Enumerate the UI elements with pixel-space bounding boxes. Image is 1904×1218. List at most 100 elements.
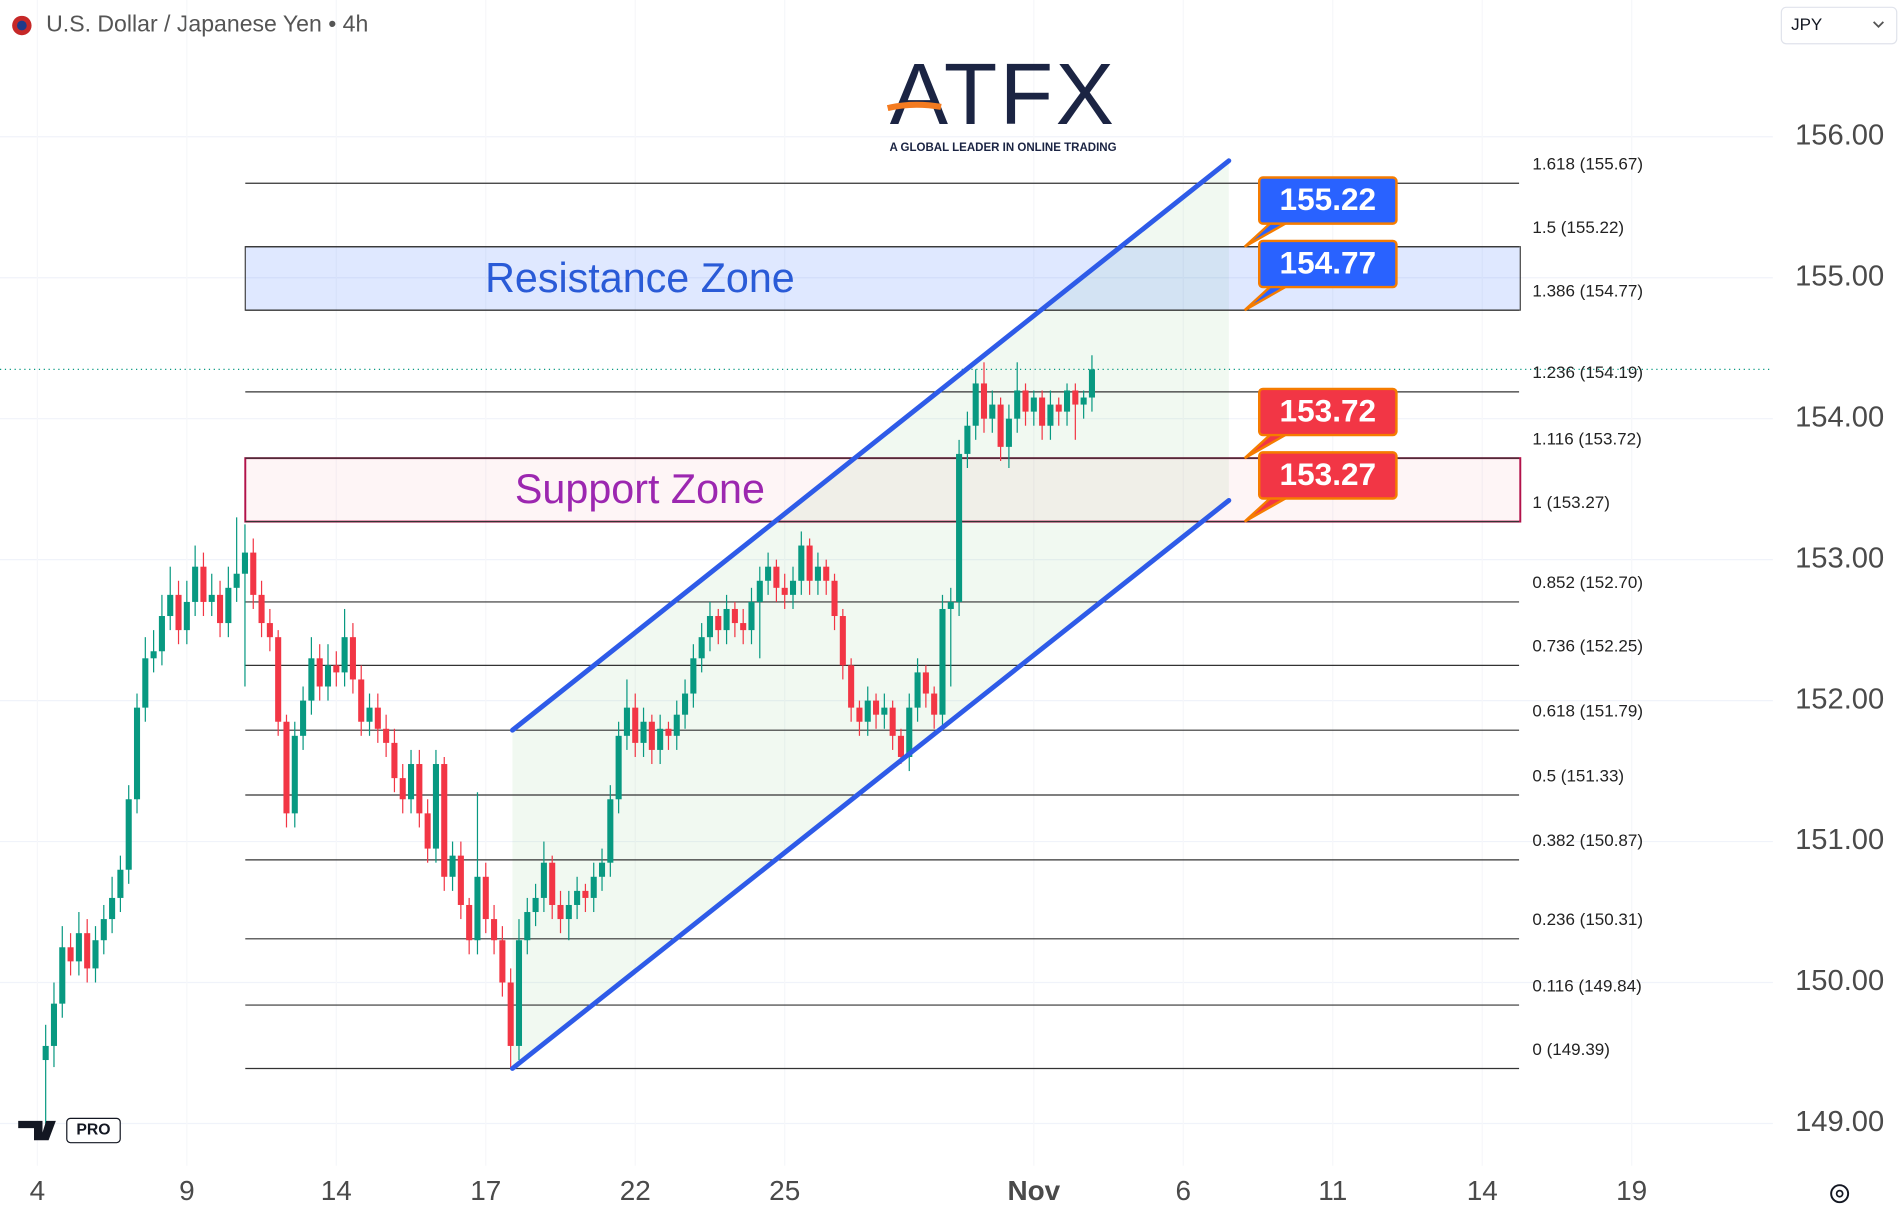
candle-body [75,933,82,962]
candle-body [1088,369,1095,398]
candle-body [133,707,141,800]
fib-label: 0.382 (150.87) [1532,831,1643,850]
candle-body [50,1003,58,1046]
candle-body [474,876,481,941]
candle-body [416,764,423,814]
candle-body [200,566,207,602]
candle-body [972,383,979,426]
fib-label: 1.618 (155.67) [1532,155,1643,174]
candle-body [399,778,406,800]
candle-body [383,728,390,743]
candle-body [283,721,290,814]
candle-body [989,404,996,419]
x-tick-label: 22 [620,1175,651,1206]
candle-body [532,897,539,913]
candle-body [1005,418,1012,447]
candle-body [823,566,830,581]
candle-body [765,566,772,581]
fib-label: 0 (149.39) [1532,1040,1609,1059]
candle-body [848,665,855,708]
y-tick-label: 156.00 [1795,119,1884,151]
candle-body [67,947,74,962]
candle-body [374,707,381,729]
x-tick-label: 9 [179,1175,195,1206]
candle-body [1072,390,1079,405]
candle-body [507,982,514,1046]
candle-body [798,545,805,581]
candle-body [408,764,415,800]
candle-body [158,616,165,652]
callout-box [1258,239,1398,289]
candle-body [250,552,257,595]
candle-body [449,855,456,877]
channel-fill [512,160,1229,1069]
candle-body [864,700,871,722]
candle-body [84,933,91,969]
candle-body [1030,397,1037,412]
candle-body [632,707,639,743]
logo-name: ATFX [890,45,1117,143]
gear-outer[interactable] [1830,1184,1850,1204]
candle-body [598,862,606,877]
gear-inner[interactable] [1835,1189,1844,1198]
candle-body [300,700,307,736]
candle-body [524,912,531,941]
candle-body [682,693,689,715]
candle-body [740,623,747,631]
candle-body [59,947,66,1004]
candle-body [873,700,880,715]
candle-body [831,580,838,617]
fib-label: 0.736 (152.25) [1532,637,1643,656]
candle-body [931,693,938,715]
atfx-logo: ATFX A GLOBAL LEADER IN ONLINE TRADING [886,45,1117,154]
candle-body [773,566,780,588]
candle-body [914,672,921,708]
candle-body [856,707,863,722]
candle-body [607,799,614,863]
currency-label: JPY [1791,15,1822,34]
candle-body [333,665,340,673]
candle-body [1080,397,1087,405]
candle-body [889,707,896,736]
candle-body [167,594,174,617]
candle-body [1047,404,1054,426]
y-tick-label: 154.00 [1795,401,1884,433]
y-tick-label: 150.00 [1795,965,1884,997]
settings-icon[interactable] [1830,1184,1850,1204]
fib-label: 1.116 (153.72) [1532,429,1641,448]
candle-body [499,940,506,983]
candle-body [258,594,265,624]
candle-body [549,862,556,905]
candle-body [690,658,697,694]
candle-body [192,566,199,602]
candle-body [906,707,913,757]
candle-body [590,876,597,898]
candle-body [183,601,190,631]
channel-upper [510,158,1232,733]
x-tick-label: 19 [1616,1175,1647,1206]
candle-body [789,580,797,595]
fib-label: 1.236 (154.19) [1532,363,1643,382]
tv-mark [18,1120,56,1141]
candle-body [349,637,356,680]
candle-body [358,679,365,722]
candle-body [1064,390,1071,412]
candle-body [142,658,149,708]
chevron [1872,21,1885,29]
candle-body [92,940,99,969]
candle-body [1014,390,1021,419]
candle-body [897,735,904,757]
tv-logo: PRO [18,1117,121,1144]
plot-area: 149.00 150.00 151.00 152.00 153.00 154.00 155.… [0,119,1885,1206]
candle-body [698,637,705,659]
candle-body [922,672,929,694]
candle-body [673,714,680,736]
candle-body [806,545,813,581]
candle-body [964,425,971,454]
currency-select[interactable] [1780,6,1898,45]
y-tick-label: 149.00 [1795,1106,1884,1138]
x-tick-label: Nov [1007,1175,1060,1206]
x-tick-label: 14 [1467,1175,1498,1206]
candle-body [756,580,763,602]
